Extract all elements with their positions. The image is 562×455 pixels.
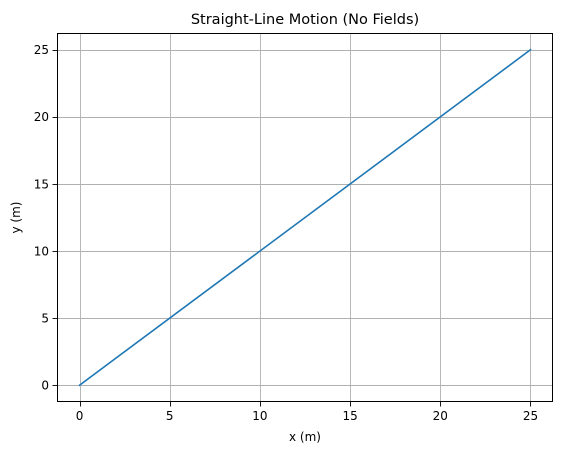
x-tick-label: 0 — [76, 409, 84, 423]
series-line — [78, 48, 532, 387]
x-axis-label: x (m) — [289, 430, 321, 444]
x-tick-label: 25 — [523, 409, 538, 423]
x-tick-label: 10 — [252, 409, 267, 423]
y-tick-label: 10 — [34, 244, 49, 258]
y-tick-label: 5 — [41, 311, 49, 325]
y-tick-label: 20 — [34, 110, 49, 124]
x-tick-label: 15 — [342, 409, 357, 423]
series-layer — [78, 48, 532, 387]
ticks: 0 5 10 15 20 25 0 5 10 15 20 25 — [34, 43, 538, 423]
plot-area: 0 5 10 15 20 25 0 5 10 15 20 25 — [34, 33, 553, 423]
axes-frame — [57, 33, 553, 402]
y-tick-label: 15 — [34, 177, 49, 191]
y-tick-label: 0 — [41, 379, 49, 393]
y-axis-label: y (m) — [9, 202, 23, 234]
gridlines — [57, 33, 553, 402]
x-tick-label: 20 — [433, 409, 448, 423]
x-tick-label: 5 — [166, 409, 174, 423]
y-tick-label: 25 — [34, 43, 49, 57]
chart-title: Straight-Line Motion (No Fields) — [191, 12, 419, 28]
